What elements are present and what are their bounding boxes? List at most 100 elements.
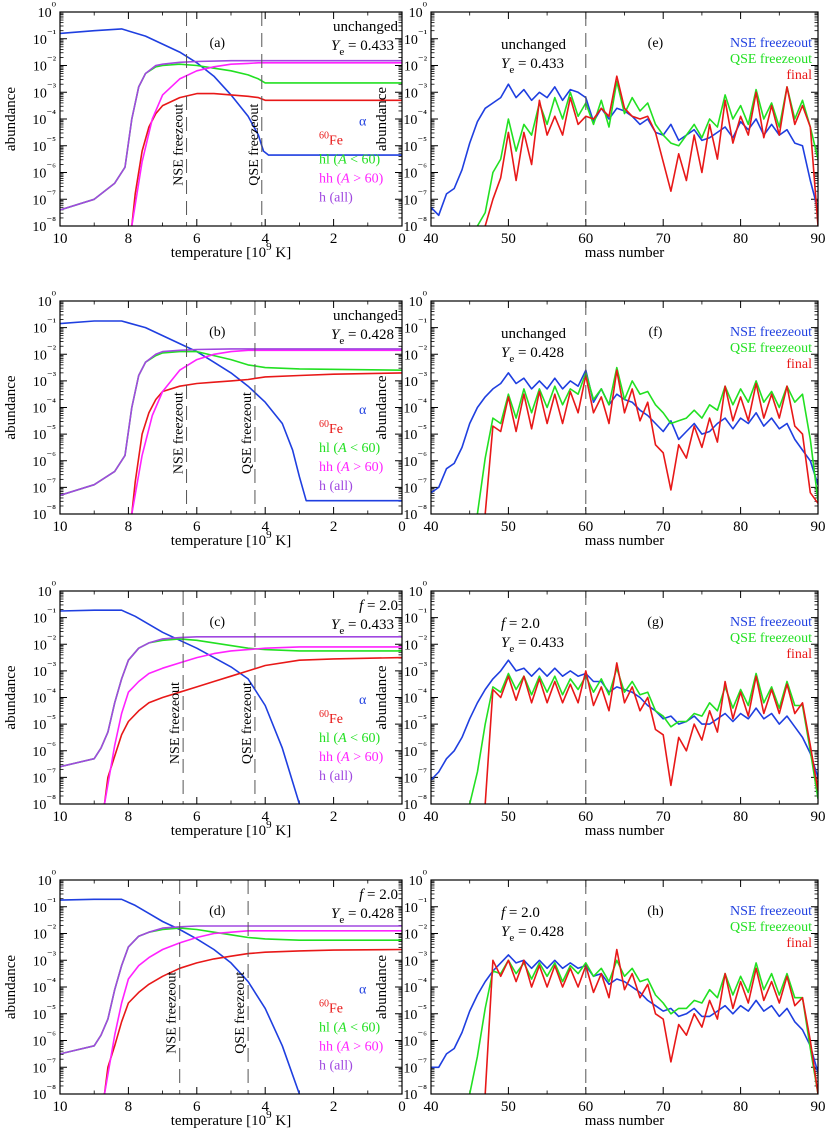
y-tick-label: 10⁻³ xyxy=(404,949,428,969)
legend-text: hh ( xyxy=(319,460,342,475)
legend-var: A xyxy=(340,460,350,475)
plot-frame xyxy=(430,590,819,805)
y-tick-base: 10 xyxy=(32,455,46,470)
y-tick-label: 10⁻⁴ xyxy=(403,397,427,417)
note-sub: e xyxy=(509,643,514,655)
y-tick-exponent: ⁻⁶ xyxy=(417,740,427,752)
y-tick-label: 10⁰ xyxy=(409,1,428,21)
x-tick-label: 90 xyxy=(811,1099,826,1115)
y-tick-base: 10 xyxy=(404,665,418,680)
y-tick-label: 10⁻⁵ xyxy=(32,135,56,155)
legend-entry: hh (A > 60) xyxy=(319,460,384,475)
y-tick-base: 10 xyxy=(403,1061,417,1076)
y-tick-label: 10⁻⁵ xyxy=(32,713,56,733)
y-tick-exponent: ⁻⁶ xyxy=(417,450,427,462)
y-tick-base: 10 xyxy=(32,718,46,733)
y-tick-base: 10 xyxy=(33,348,47,363)
condition-note: unchanged xyxy=(333,308,398,324)
y-tick-exponent: ⁻⁵ xyxy=(417,713,427,725)
x-tick-label: 2 xyxy=(330,809,338,825)
legend-entry: final xyxy=(786,647,812,662)
x-tick-label: 8 xyxy=(125,1099,133,1115)
series-line xyxy=(60,59,402,211)
x-tick-label: 70 xyxy=(656,519,671,535)
y-tick-base: 10 xyxy=(403,508,417,523)
y-tick-label: 10⁻⁴ xyxy=(32,108,56,128)
y-tick-base: 10 xyxy=(403,692,417,707)
note-var: Y xyxy=(501,635,511,651)
x-axis-label: temperature [109 K] xyxy=(171,241,291,261)
legend-entry: h (all) xyxy=(319,479,353,494)
y-tick-base: 10 xyxy=(403,1035,417,1050)
y-tick-base: 10 xyxy=(32,220,46,235)
y-tick-exponent: ⁰ xyxy=(423,1,428,13)
x-tick-label: 2 xyxy=(330,1099,338,1115)
y-tick-exponent: ⁻⁵ xyxy=(46,135,56,147)
legend-entry: 60Fe xyxy=(319,709,343,727)
y-tick-exponent: ⁻³ xyxy=(47,660,57,672)
y-tick-label: 10⁰ xyxy=(409,869,428,889)
legend-var: A xyxy=(337,731,347,746)
x-axis-label-part: temperature [10 xyxy=(171,1113,266,1128)
y-tick-base: 10 xyxy=(32,1088,46,1103)
legend-text: > 60) xyxy=(350,750,384,765)
panel-label: (c) xyxy=(210,615,226,630)
x-axis-label-exponent: 9 xyxy=(266,819,272,831)
condition-note: Ye = 0.433 xyxy=(331,617,394,637)
y-tick-exponent: ⁻⁸ xyxy=(46,1083,56,1095)
x-tick-label: 10 xyxy=(53,231,68,247)
y-tick-base: 10 xyxy=(38,874,52,889)
plot-frame xyxy=(430,11,819,227)
legend-var: A xyxy=(340,1039,350,1054)
y-tick-exponent: ⁻⁷ xyxy=(46,188,56,200)
x-axis-label: mass number xyxy=(585,1113,665,1128)
y-axis-label: abundance xyxy=(3,87,19,151)
y-axis-label: abundance xyxy=(374,375,390,439)
freezeout-label: NSE freezeout xyxy=(172,392,187,474)
y-tick-base: 10 xyxy=(32,481,46,496)
y-tick-exponent: ⁻³ xyxy=(418,660,428,672)
x-axis-label: temperature [109 K] xyxy=(171,819,291,839)
x-tick-label: 70 xyxy=(656,809,671,825)
y-tick-exponent: ⁻⁷ xyxy=(417,1056,427,1068)
legend-entry: h (all) xyxy=(319,769,353,784)
legend-entry: NSE freezeout xyxy=(730,904,812,919)
y-tick-base: 10 xyxy=(32,798,46,813)
y-tick-base: 10 xyxy=(404,33,418,48)
y-tick-base: 10 xyxy=(32,1061,46,1076)
legend-var: A xyxy=(337,1020,347,1035)
y-tick-exponent: ⁻⁵ xyxy=(417,135,427,147)
x-tick-label: 4 xyxy=(261,231,269,247)
y-tick-exponent: ⁻⁷ xyxy=(46,476,56,488)
y-tick-label: 10⁻⁸ xyxy=(32,793,56,813)
y-tick-exponent: ⁻³ xyxy=(47,949,57,961)
y-tick-exponent: ⁻² xyxy=(418,55,428,67)
x-tick-label: 10 xyxy=(53,519,68,535)
y-tick-exponent: ⁻¹ xyxy=(47,607,56,619)
plot-frame xyxy=(59,300,403,515)
x-tick-label: 70 xyxy=(656,231,671,247)
legend-entry: hl (A < 60) xyxy=(319,152,381,167)
x-tick-label: 8 xyxy=(125,809,133,825)
y-tick-base: 10 xyxy=(403,167,417,182)
x-axis-label-part: temperature [10 xyxy=(171,533,266,549)
legend-text: hh ( xyxy=(319,171,342,186)
x-tick-label: 40 xyxy=(424,231,439,247)
y-tick-exponent: ⁰ xyxy=(52,1,57,13)
legend-text: Fe xyxy=(329,133,343,148)
y-tick-exponent: ⁻⁴ xyxy=(46,108,56,120)
legend-entry: α xyxy=(359,403,367,418)
y-tick-label: 10⁻¹ xyxy=(404,896,427,916)
x-axis-label: temperature [109 K] xyxy=(171,529,291,549)
y-tick-base: 10 xyxy=(403,1088,417,1103)
y-tick-label: 10⁰ xyxy=(409,580,428,600)
condition-note: unchanged xyxy=(501,37,566,53)
series-line xyxy=(103,646,402,804)
freezeout-label: NSE freezeout xyxy=(168,682,183,764)
note-var: Y xyxy=(501,345,511,361)
